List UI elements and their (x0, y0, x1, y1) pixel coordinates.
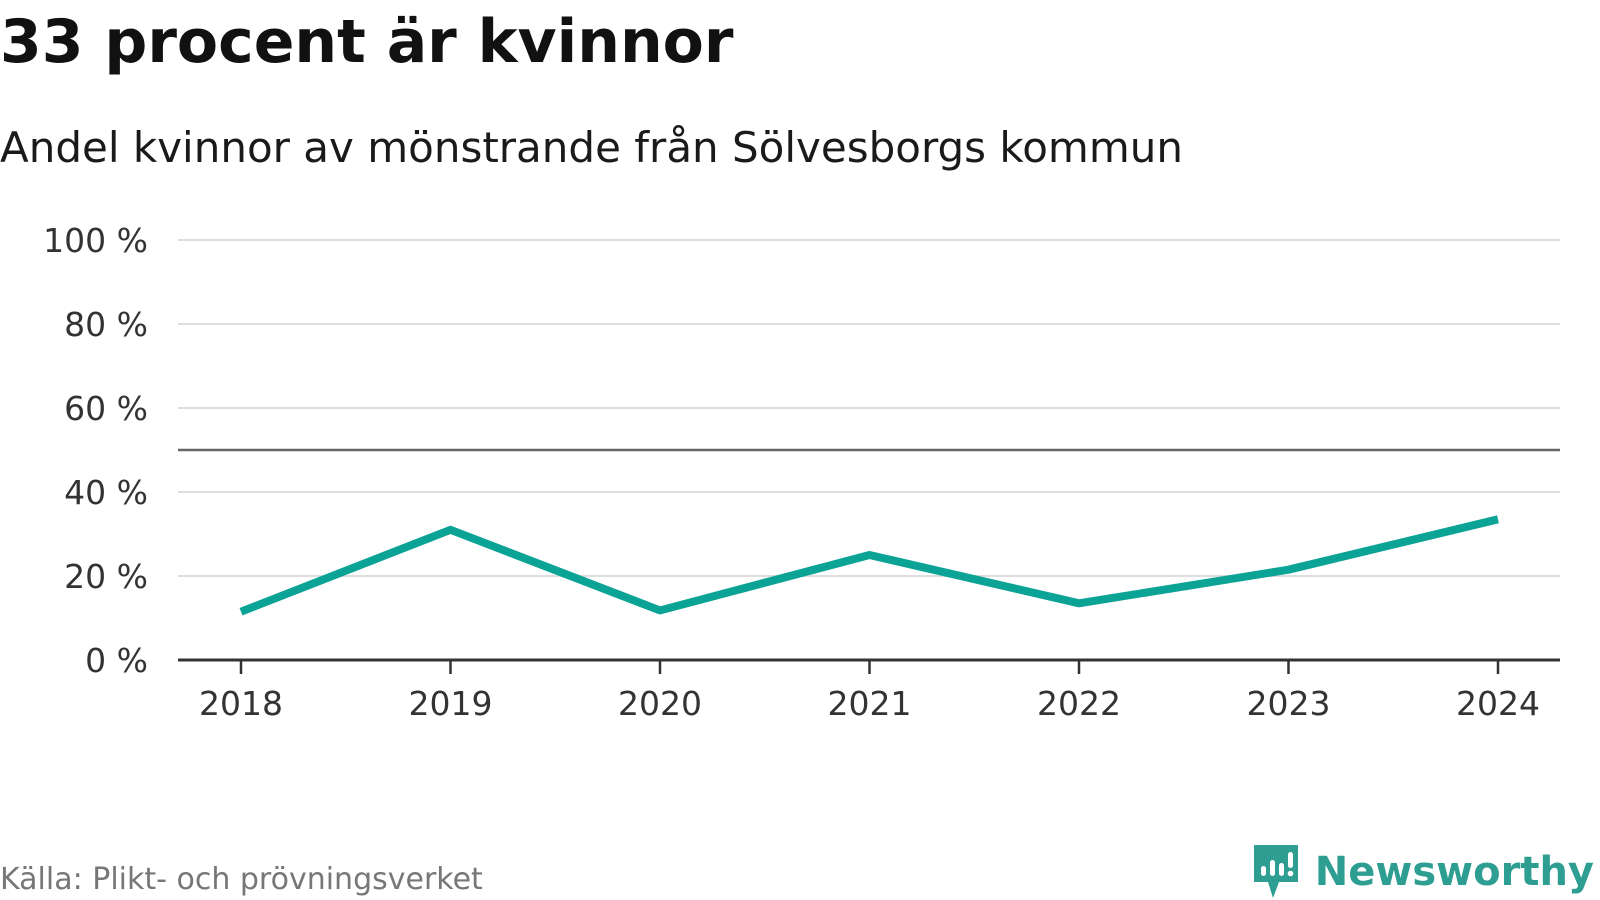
brand-logo: Newsworthy (1251, 840, 1594, 900)
series-line (239, 515, 1499, 616)
source-note: Källa: Plikt- och prövningsverket (0, 862, 483, 897)
x-tick-label: 2022 (1037, 684, 1121, 723)
series-group (239, 515, 1499, 616)
x-axis: 2018 2019 2020 2021 2022 2023 2024 (178, 658, 1560, 723)
gridlines (178, 239, 1560, 577)
y-tick-label: 100 % (43, 221, 148, 260)
x-tick-label: 2018 (199, 684, 283, 723)
x-tick-label: 2024 (1456, 684, 1540, 723)
x-tick-label: 2019 (409, 684, 493, 723)
y-axis: 0 % 20 % 40 % 60 % 80 % 100 % (43, 221, 148, 680)
chart-title: 33 procent är kvinnor (0, 7, 734, 77)
brand-name: Newsworthy (1314, 849, 1594, 895)
y-tick-label: 40 % (64, 473, 148, 512)
chart-subtitle: Andel kvinnor av mönstrande från Sölvesb… (0, 123, 1183, 172)
x-tick-label: 2020 (618, 684, 702, 723)
y-tick-label: 0 % (85, 641, 148, 680)
newsworthy-logo-icon (1253, 845, 1298, 898)
y-tick-label: 20 % (64, 557, 148, 596)
x-tick-label: 2021 (828, 684, 912, 723)
x-tick-label: 2023 (1247, 684, 1331, 723)
y-tick-label: 60 % (64, 389, 148, 428)
y-tick-label: 80 % (64, 305, 148, 344)
